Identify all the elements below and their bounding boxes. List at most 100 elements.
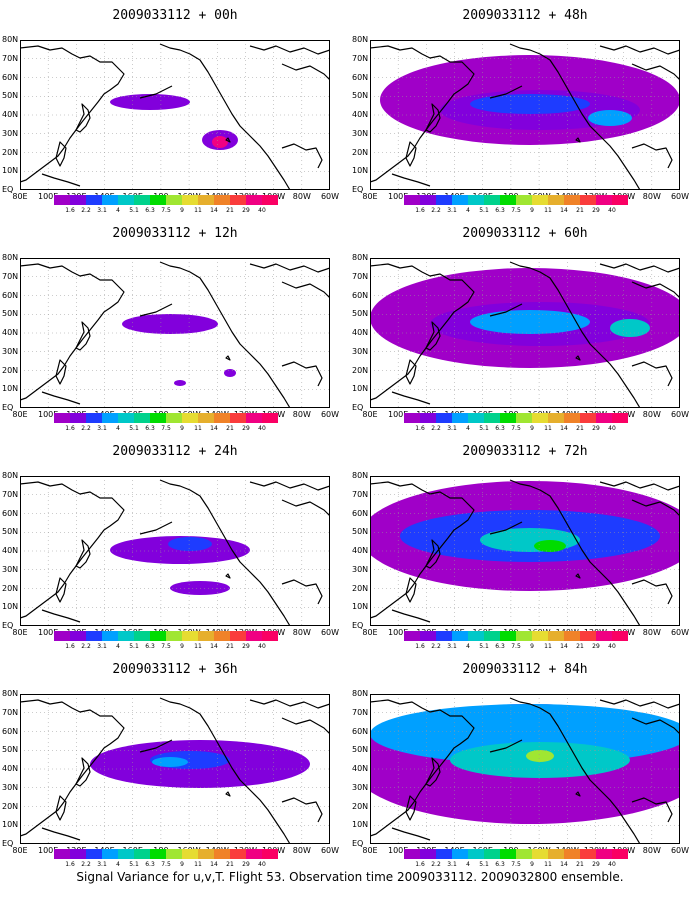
legend-swatch: [404, 195, 420, 205]
latitude-label: 80N: [352, 35, 369, 44]
latitude-label: EQ: [352, 403, 364, 412]
coastline: [281, 499, 330, 517]
legend-swatch: [468, 631, 484, 641]
coastline: [20, 263, 125, 401]
coastline: [55, 359, 67, 385]
legend-label: 2.2: [431, 861, 441, 868]
latitude-label: 50N: [352, 91, 369, 101]
legend-label: 3.1: [97, 861, 107, 868]
legend-label: 1.6: [65, 425, 75, 432]
legend-swatch: [452, 849, 468, 859]
legend-swatch: [166, 413, 182, 423]
legend-label: 21: [576, 861, 584, 868]
legend-label: 6.3: [495, 643, 505, 650]
legend-swatch: [564, 631, 580, 641]
map-frame: [20, 476, 330, 626]
latitude-label: 30N: [352, 782, 369, 792]
latitude-label: 20N: [2, 583, 19, 593]
coastline: [391, 391, 431, 405]
signal-contour: [526, 750, 554, 762]
legend-label: 9: [530, 643, 534, 650]
longitude-label: 60W: [320, 192, 340, 201]
coastline: [425, 321, 441, 351]
coastline: [631, 63, 680, 81]
map-panel: 2009033112 + 00h 80N 70N 60N 50N 40N 30N 20N 10N…: [0, 0, 350, 218]
legend-swatch: [70, 413, 86, 423]
legend-label: 11: [544, 207, 552, 214]
longitude-label: 80E: [12, 410, 28, 419]
legend-swatch: [70, 195, 86, 205]
coastline: [20, 481, 125, 619]
coastline: [249, 45, 330, 55]
legend-label: 9: [530, 425, 534, 432]
latitude-label: EQ: [2, 621, 14, 630]
latitude-label: EQ: [2, 185, 14, 194]
legend-swatch: [166, 849, 182, 859]
legend-label: 1.6: [415, 207, 425, 214]
color-legend: [54, 195, 278, 205]
latitude-label: 10N: [352, 166, 369, 176]
legend-label: 5.1: [129, 425, 139, 432]
legend-swatch: [484, 195, 500, 205]
latitude-label: 80N: [352, 253, 369, 262]
coastline: [599, 263, 680, 273]
latitude-label: 50N: [2, 91, 19, 101]
signal-contour: [534, 540, 566, 552]
latitude-label: 20N: [352, 583, 369, 593]
legend-label: 4: [466, 425, 470, 432]
coastline: [489, 303, 523, 317]
legend-swatch: [420, 849, 436, 859]
legend-swatch: [436, 195, 452, 205]
legend-swatch: [134, 849, 150, 859]
coastline: [489, 85, 523, 99]
longitude-label: 80W: [642, 192, 661, 201]
coastline: [249, 263, 330, 273]
latitude-label: 30N: [2, 782, 19, 792]
coastline: [509, 697, 641, 844]
map-panel: 2009033112 + 24h 80N 70N 60N 50N 40N 30N 20N 10N…: [0, 436, 350, 654]
coastline: [631, 143, 673, 169]
legend-label: 29: [592, 643, 600, 650]
latitude-label: 40N: [2, 764, 19, 773]
legend-swatch: [548, 849, 564, 859]
legend-swatch: [86, 849, 102, 859]
latitude-label: 70N: [352, 271, 369, 281]
coastline: [489, 521, 523, 535]
latitude-label: 70N: [352, 707, 369, 717]
coastline: [281, 579, 323, 605]
latitude-label: 40N: [352, 328, 369, 337]
map-frame: [370, 258, 680, 408]
legend-label: 21: [226, 643, 234, 650]
color-legend: [54, 413, 278, 423]
latitude-label: 60N: [352, 508, 369, 518]
longitude-label: 80E: [362, 846, 378, 855]
latitude-label: 60N: [2, 72, 19, 82]
map-frame: [20, 258, 330, 408]
longitude-label: 80E: [362, 192, 378, 201]
color-legend: [54, 849, 278, 859]
legend-label: 2.2: [431, 643, 441, 650]
legend-label: 14: [210, 643, 218, 650]
legend-label: 40: [258, 207, 266, 214]
legend-swatch: [182, 195, 198, 205]
latitude-label: 60N: [352, 726, 369, 736]
latitude-label: 70N: [352, 489, 369, 499]
legend-swatch: [596, 849, 612, 859]
legend-label: 5.1: [129, 643, 139, 650]
legend-label: 40: [608, 861, 616, 868]
legend-label: 11: [544, 643, 552, 650]
longitude-label: 80W: [292, 846, 311, 855]
legend-label: 40: [258, 643, 266, 650]
coastline: [20, 45, 125, 183]
legend-label: 2.2: [81, 207, 91, 214]
coastline: [405, 141, 417, 167]
legend-label: 5.1: [129, 207, 139, 214]
legend-swatch: [134, 631, 150, 641]
signal-contour: [588, 110, 632, 126]
latitude-label: 50N: [352, 745, 369, 755]
panel-title: 2009033112 + 00h: [112, 8, 238, 23]
latitude-label: EQ: [352, 621, 364, 630]
latitude-label: 10N: [352, 384, 369, 394]
panel-title: 2009033112 + 12h: [112, 226, 238, 241]
coastline: [575, 137, 581, 143]
